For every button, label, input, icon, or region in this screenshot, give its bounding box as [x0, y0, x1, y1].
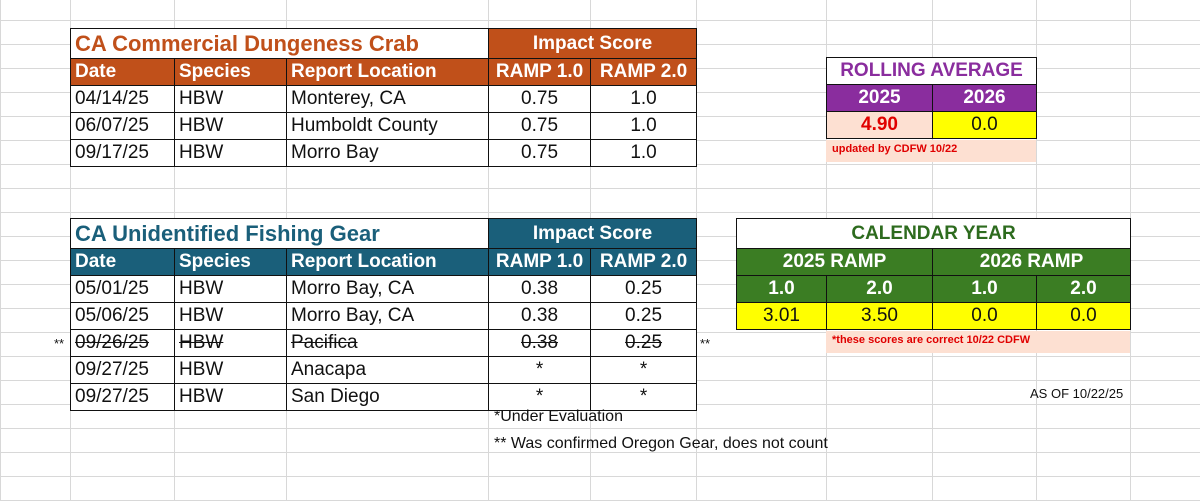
header-ramp-2: RAMP 2.0: [590, 248, 698, 276]
table-row: 09/17/25 HBW Morro Bay 0.75 1.0: [70, 139, 698, 167]
cell-species: HBW: [174, 329, 287, 357]
cell-ramp-2: 0.25: [590, 275, 698, 303]
cell-date: 09/26/25: [70, 329, 175, 357]
crab-header-row: Date Species Report Location RAMP 1.0 RA…: [70, 58, 698, 86]
cell-ramp-1: 0.75: [488, 85, 592, 113]
cell-date: 05/01/25: [70, 275, 175, 303]
gear-header-row: Date Species Report Location RAMP 1.0 RA…: [70, 248, 698, 276]
cell-date: 09/27/25: [70, 356, 175, 384]
rolling-average-table: ROLLING AVERAGE 2025 2026 4.90 0.0: [826, 57, 1037, 139]
under-evaluation-note: *Under Evaluation: [494, 408, 623, 425]
cell-ramp-1: 0.38: [488, 302, 592, 330]
cell-ramp-1: 0.38: [488, 275, 592, 303]
cell-location: Pacifica: [285, 329, 490, 357]
cell-species: HBW: [174, 112, 287, 140]
header-ramp-2: RAMP 2.0: [590, 58, 698, 86]
rolling-value-2026: 0.0: [932, 111, 1037, 139]
cell-date: 06/07/25: [70, 112, 175, 140]
cell-location: Monterey, CA: [285, 85, 490, 113]
header-ramp-1: RAMP 1.0: [488, 58, 592, 86]
cell-species: HBW: [174, 85, 287, 113]
cell-location: Humboldt County: [285, 112, 490, 140]
table-row: 04/14/25 HBW Monterey, CA 0.75 1.0: [70, 85, 698, 113]
table-row: 06/07/25 HBW Humboldt County 0.75 1.0: [70, 112, 698, 140]
calendar-sub-2025-ramp1: 1.0: [736, 275, 827, 303]
gear-impact-score-header: Impact Score: [488, 218, 698, 249]
cell-location: Morro Bay, CA: [285, 302, 490, 330]
table-row-struck: 09/26/25 HBW Pacifica 0.38 0.25: [70, 329, 698, 357]
cell-date: 04/14/25: [70, 85, 175, 113]
header-ramp-1: RAMP 1.0: [488, 248, 592, 276]
cell-ramp-1: 0.75: [488, 112, 592, 140]
calendar-value-2025-ramp1: 3.01: [736, 302, 827, 330]
crab-impact-score-header: Impact Score: [488, 28, 698, 59]
cell-ramp-2: 1.0: [590, 139, 698, 167]
cell-ramp-2: 1.0: [590, 85, 698, 113]
calendar-year-table: CALENDAR YEAR 2025 RAMP 2026 RAMP 1.0 2.…: [735, 218, 1132, 330]
crab-table-title: CA Commercial Dungeness Crab: [69, 28, 490, 59]
cell-date: 09/17/25: [70, 139, 175, 167]
rolling-year-2025: 2025: [826, 84, 933, 112]
calendar-group-2026: 2026 RAMP: [931, 248, 1132, 276]
cell-location: Morro Bay, CA: [285, 275, 490, 303]
calendar-sub-2026-ramp1: 1.0: [932, 275, 1037, 303]
cell-ramp-1: *: [488, 356, 592, 384]
struck-row-marker-left: **: [54, 336, 65, 351]
table-row: 05/01/25 HBW Morro Bay, CA 0.38 0.25: [70, 275, 698, 303]
calendar-sub-2025-ramp2: 2.0: [826, 275, 933, 303]
cell-ramp-2: 0.25: [590, 302, 698, 330]
gear-table-title: CA Unidentified Fishing Gear: [69, 218, 490, 249]
struck-row-marker-right: **: [700, 336, 711, 351]
gear-table: CA Unidentified Fishing Gear Impact Scor…: [69, 218, 698, 411]
rolling-update-note: updated by CDFW 10/22: [826, 140, 1036, 162]
table-row: 09/27/25 HBW San Diego * *: [70, 383, 698, 411]
calendar-value-2026-ramp2: 0.0: [1035, 302, 1132, 330]
header-species: Species: [174, 248, 287, 276]
cell-location: Morro Bay: [285, 139, 490, 167]
cell-location: San Diego: [285, 383, 490, 411]
rolling-value-2025: 4.90: [826, 111, 933, 139]
rolling-year-2026: 2026: [932, 84, 1037, 112]
oregon-gear-note: ** Was confirmed Oregon Gear, does not c…: [494, 435, 828, 452]
cell-location: Anacapa: [285, 356, 490, 384]
as-of-date: AS OF 10/22/25: [1030, 386, 1124, 401]
cell-ramp-2: 1.0: [590, 112, 698, 140]
header-date: Date: [70, 248, 175, 276]
cell-species: HBW: [174, 275, 287, 303]
calendar-correct-note: *these scores are correct 10/22 CDFW: [826, 331, 1130, 353]
crab-table: CA Commercial Dungeness Crab Impact Scor…: [69, 28, 698, 167]
cell-ramp-2: *: [590, 356, 698, 384]
cell-ramp-2: *: [590, 383, 698, 411]
header-date: Date: [70, 58, 175, 86]
rolling-average-title: ROLLING AVERAGE: [826, 57, 1037, 85]
header-report-location: Report Location: [285, 248, 490, 276]
cell-date: 05/06/25: [70, 302, 175, 330]
cell-ramp-2: 0.25: [590, 329, 698, 357]
cell-ramp-1: *: [488, 383, 592, 411]
cell-species: HBW: [174, 383, 287, 411]
header-report-location: Report Location: [285, 58, 490, 86]
cell-species: HBW: [174, 356, 287, 384]
table-row: 09/27/25 HBW Anacapa * *: [70, 356, 698, 384]
calendar-value-2026-ramp1: 0.0: [932, 302, 1037, 330]
calendar-year-title: CALENDAR YEAR: [735, 218, 1132, 249]
calendar-value-2025-ramp2: 3.50: [826, 302, 933, 330]
calendar-sub-2026-ramp2: 2.0: [1035, 275, 1132, 303]
cell-ramp-1: 0.38: [488, 329, 592, 357]
cell-species: HBW: [174, 302, 287, 330]
table-row: 05/06/25 HBW Morro Bay, CA 0.38 0.25: [70, 302, 698, 330]
cell-ramp-1: 0.75: [488, 139, 592, 167]
header-species: Species: [174, 58, 287, 86]
calendar-group-2025: 2025 RAMP: [736, 248, 933, 276]
cell-date: 09/27/25: [70, 383, 175, 411]
cell-species: HBW: [174, 139, 287, 167]
